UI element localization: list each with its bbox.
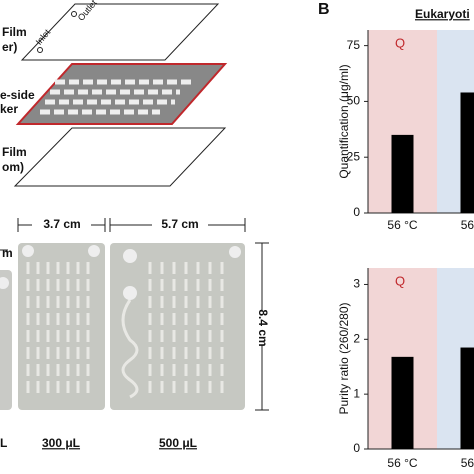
y-tick-label: 2 bbox=[353, 331, 360, 345]
inlet-hole bbox=[37, 47, 43, 53]
layer-label: Film bbox=[2, 25, 27, 39]
volume-label: 300 μL bbox=[42, 436, 80, 450]
annotation: Q bbox=[395, 273, 405, 288]
bottom-film bbox=[13, 127, 227, 187]
volume-label: L bbox=[0, 436, 7, 450]
dimension-label: 5.7 cm bbox=[161, 217, 198, 231]
dimension-label: m bbox=[2, 246, 13, 260]
x-tick-label: 56 °C bbox=[387, 218, 417, 232]
volume-label: 500 μL bbox=[159, 436, 197, 450]
x-tick-label: 56 ° bbox=[461, 218, 474, 232]
dimension-label: 8.4 cm bbox=[256, 309, 270, 346]
annotation: Q bbox=[395, 35, 405, 50]
layer-label: Film bbox=[2, 145, 27, 159]
top-film bbox=[20, 3, 220, 61]
panel-label: B bbox=[318, 1, 330, 18]
layer-label: om) bbox=[2, 160, 24, 174]
port bbox=[22, 245, 34, 257]
y-axis-label: Purity ratio (260/280) bbox=[337, 302, 351, 414]
port bbox=[229, 246, 241, 258]
channels bbox=[40, 79, 195, 115]
bar bbox=[460, 92, 474, 213]
port bbox=[123, 249, 137, 263]
bar bbox=[391, 356, 414, 449]
y-tick-label: 0 bbox=[353, 441, 360, 455]
photo bbox=[18, 243, 105, 410]
dimension-lines bbox=[0, 218, 269, 411]
bar bbox=[391, 134, 414, 213]
x-tick-label: 56 ° bbox=[461, 456, 474, 470]
layer-label: e-side bbox=[0, 88, 35, 102]
photo bbox=[110, 243, 245, 410]
dimension-label: 3.7 cm bbox=[43, 217, 80, 231]
y-tick-label: 3 bbox=[353, 277, 360, 291]
y-axis-label: Quantification (μg/ml) bbox=[337, 64, 351, 178]
layer-label: er) bbox=[2, 40, 17, 54]
y-tick-label: 1 bbox=[353, 386, 360, 400]
x-tick-label: 56 °C bbox=[387, 456, 417, 470]
panel-title: Eukaryoti bbox=[415, 7, 470, 21]
charts: Q 0 25 50 75 Quantification (μg/ml) 56 °C 56 ° Q… bbox=[337, 30, 474, 470]
outlet-hole bbox=[71, 11, 77, 17]
y-tick-label: 75 bbox=[347, 38, 361, 52]
y-tick-label: 50 bbox=[347, 94, 361, 108]
y-tick-label: 0 bbox=[353, 205, 360, 219]
bar bbox=[460, 347, 474, 449]
port bbox=[0, 277, 9, 289]
photo bbox=[0, 270, 12, 410]
channel-pattern bbox=[121, 299, 139, 399]
port bbox=[123, 286, 137, 300]
port bbox=[88, 245, 100, 257]
y-tick-label: 25 bbox=[347, 149, 361, 163]
layer-label: ker bbox=[0, 102, 18, 116]
